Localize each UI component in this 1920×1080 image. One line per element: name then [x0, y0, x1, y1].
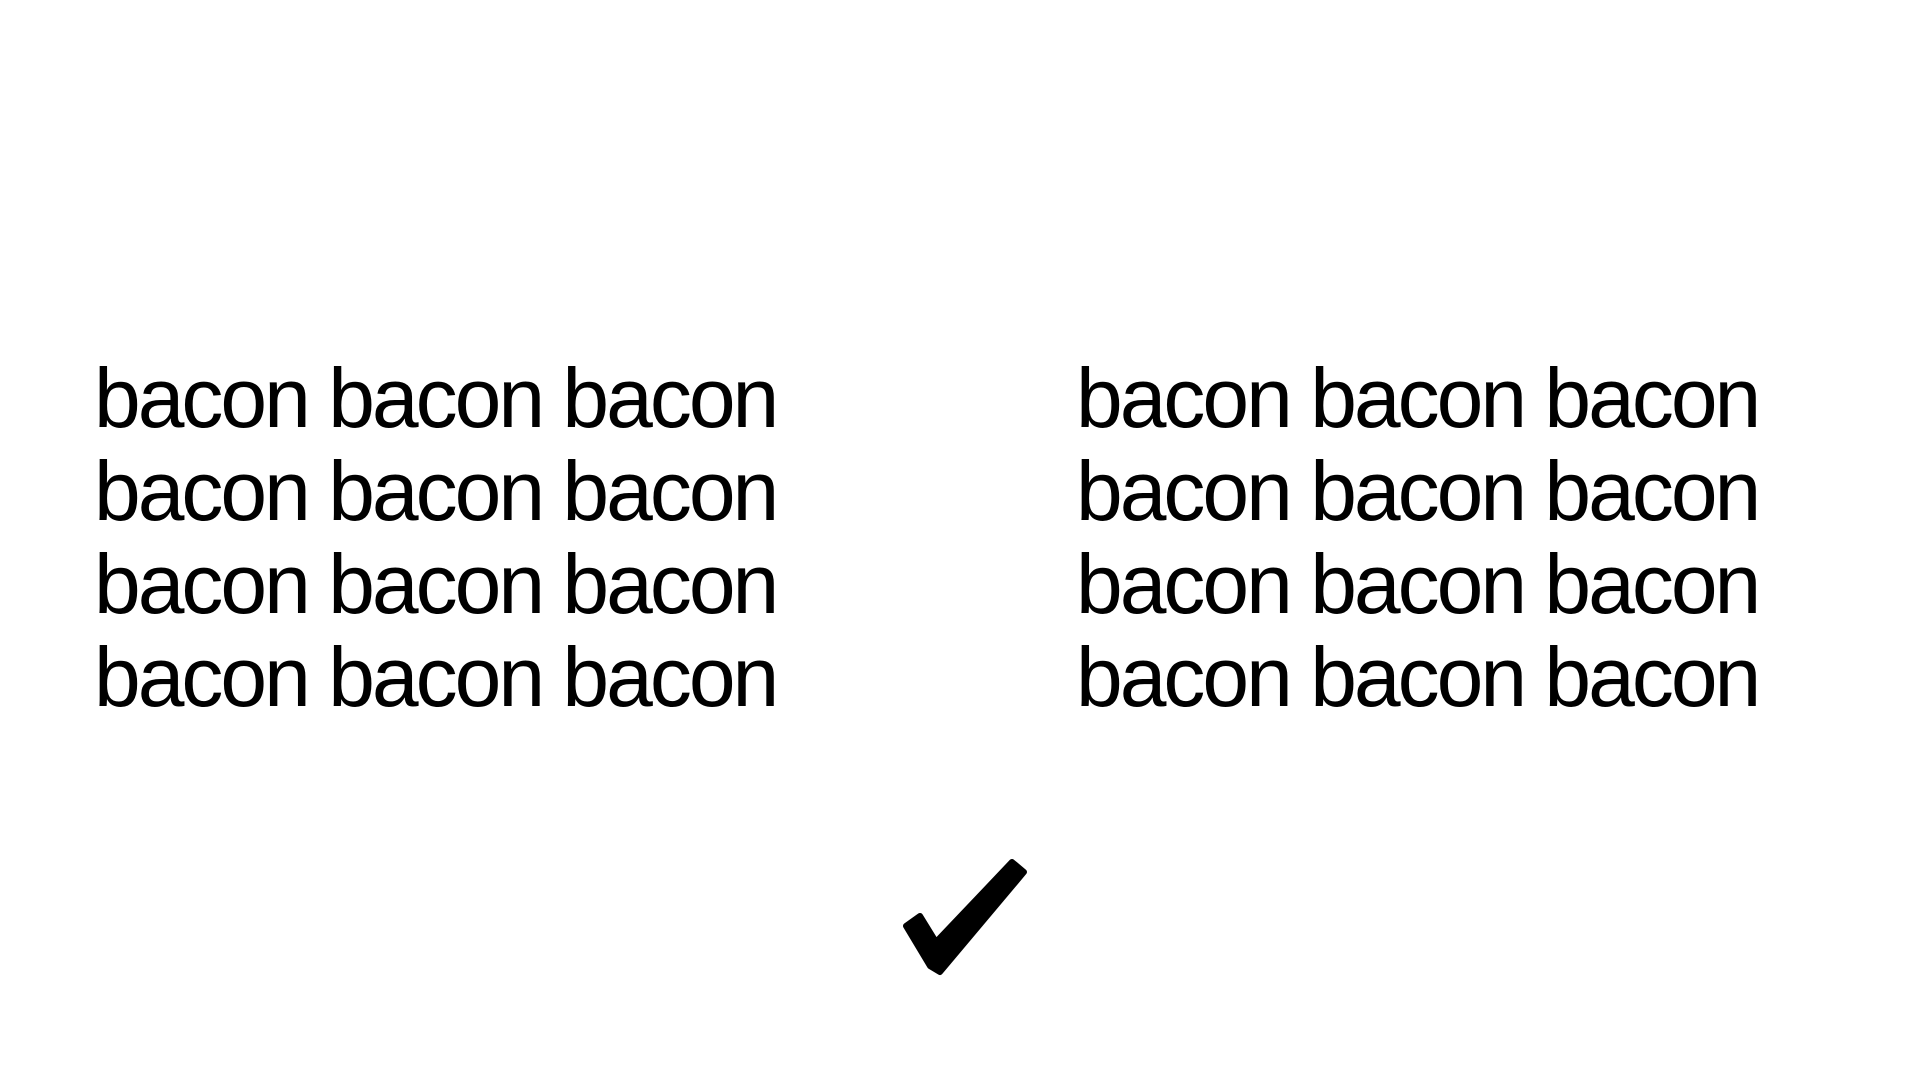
right-text-line: bacon bacon bacon — [1076, 444, 1761, 538]
checkmark-icon — [903, 859, 1027, 975]
left-text-line: bacon bacon bacon — [94, 351, 779, 445]
right-text-line: bacon bacon bacon — [1076, 630, 1761, 724]
right-text-line: bacon bacon bacon — [1076, 351, 1761, 445]
left-text-block: bacon bacon bacon bacon bacon bacon baco… — [94, 352, 894, 724]
right-text-block: bacon bacon bacon bacon bacon bacon baco… — [1076, 352, 1876, 724]
right-text-line: bacon bacon bacon — [1076, 537, 1761, 631]
left-text-line: bacon bacon bacon — [94, 537, 779, 631]
left-text-line: bacon bacon bacon — [94, 630, 779, 724]
left-text-line: bacon bacon bacon — [94, 444, 779, 538]
